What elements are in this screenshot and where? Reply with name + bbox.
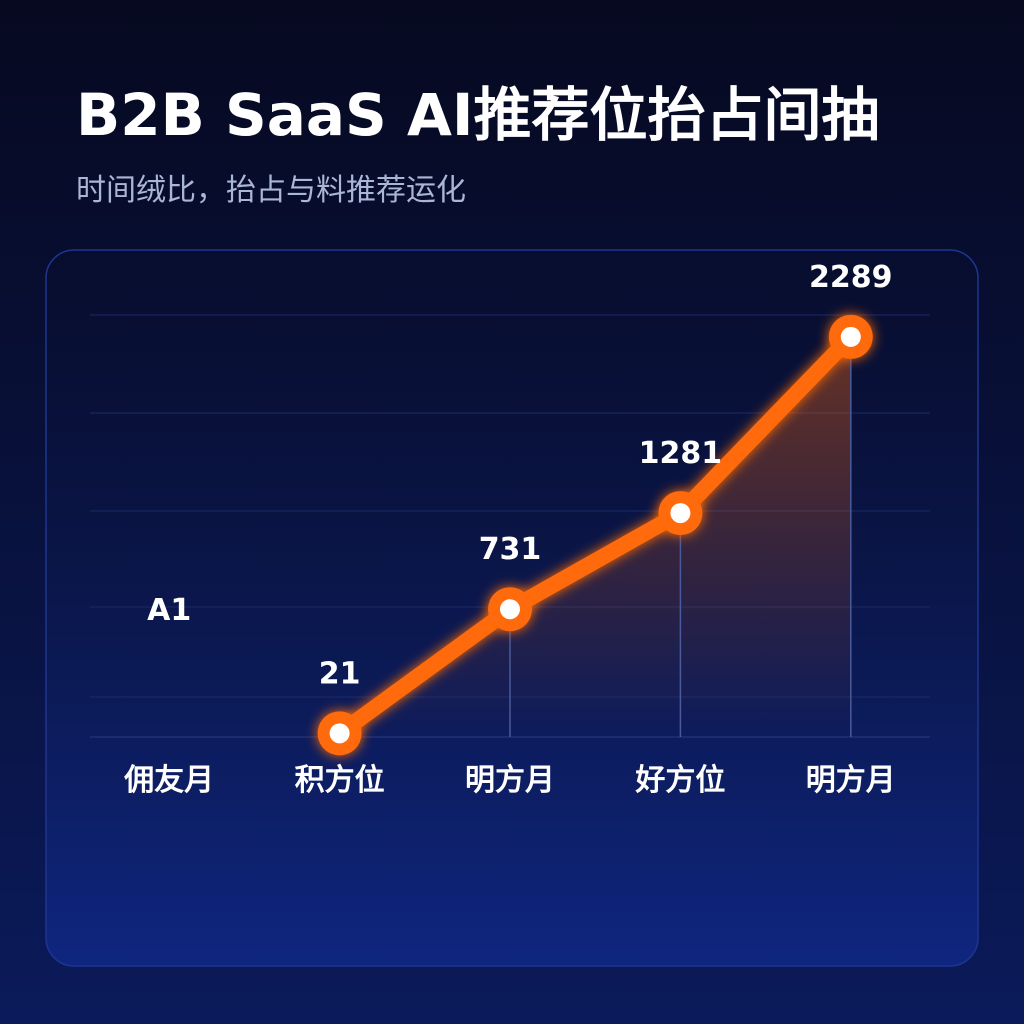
x-tick-label: 佣友月 — [123, 763, 214, 798]
point-center — [840, 326, 861, 347]
point-center — [329, 723, 350, 744]
chart-title: B2B SaaS AI推荐位抬占间抽 — [76, 81, 879, 149]
line — [331, 328, 859, 742]
point-center — [670, 503, 691, 524]
value-label: A1 — [147, 593, 191, 628]
chart-subtitle: 时间绒比，抬占与料推荐运化 — [76, 173, 466, 208]
x-tick-label: 积方位 — [295, 763, 385, 798]
x-tick-label: 明方月 — [465, 763, 555, 798]
area — [339, 336, 851, 737]
point-center — [500, 599, 520, 620]
x-tick-label: 好方位 — [634, 763, 725, 798]
x-tick-label: 明方月 — [806, 763, 896, 798]
value-label: 2289 — [809, 260, 893, 295]
value-label: 1281 — [639, 436, 723, 471]
value-label: 21 — [319, 656, 361, 691]
value-label: 731 — [479, 532, 542, 567]
